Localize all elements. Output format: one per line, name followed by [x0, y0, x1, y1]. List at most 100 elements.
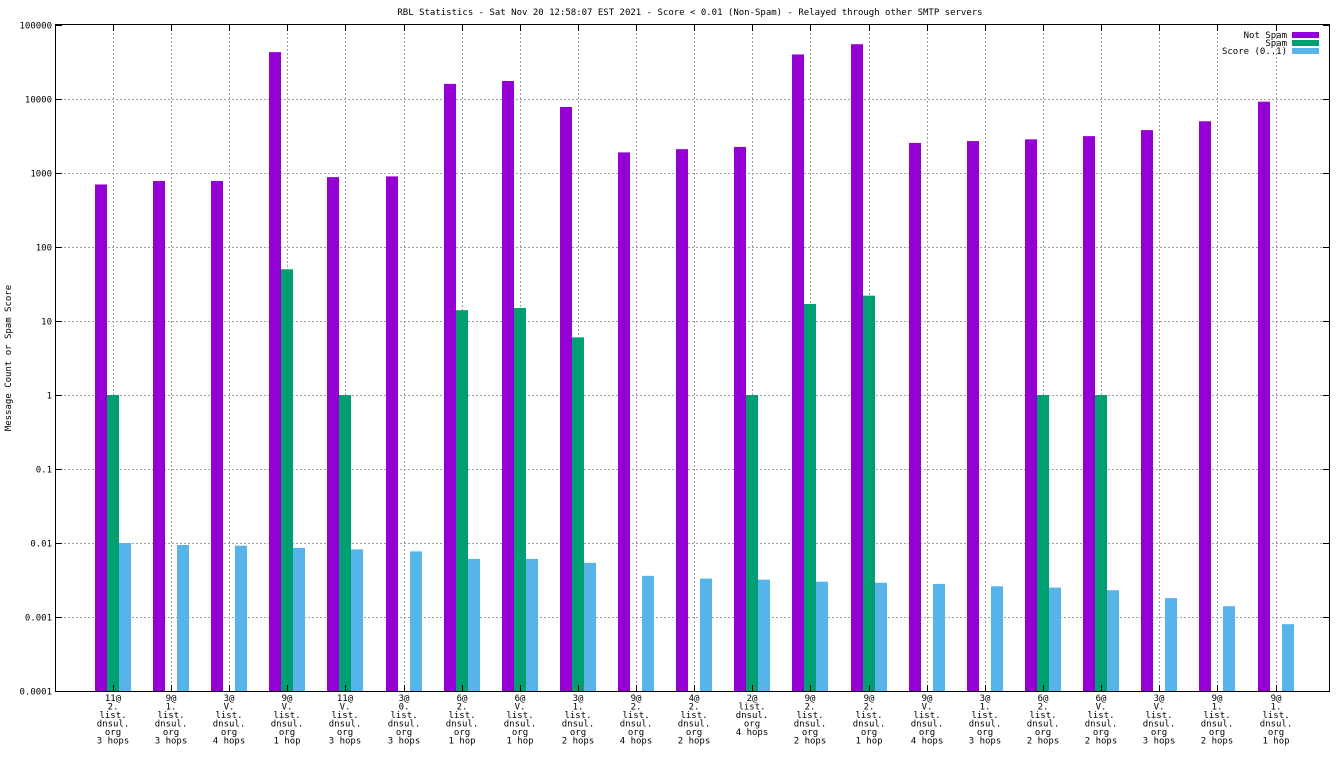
x-tick-label: dnsul.	[969, 720, 1002, 730]
x-tick-label: 9@	[1271, 694, 1282, 704]
x-tick-label: 2 hops	[562, 737, 595, 747]
x-tick-label: 2 hops	[1201, 737, 1234, 747]
y-tick-label: 0.01	[30, 540, 52, 550]
x-tick-label: 1.	[980, 703, 991, 713]
bar-0-20	[1258, 101, 1270, 692]
x-tick-label: list.	[1145, 711, 1172, 721]
x-tick-label: 1.	[1212, 703, 1223, 713]
x-tick-label: dnsul.	[794, 720, 827, 730]
x-tick-label: V.	[922, 703, 933, 713]
bar-2-18	[1165, 598, 1177, 691]
x-tick-label: dnsul.	[1260, 720, 1293, 730]
bar-0-9	[618, 152, 630, 691]
x-tick-label: org	[744, 720, 760, 730]
legend-label: Spam	[1265, 39, 1287, 49]
x-tick-label: org	[686, 728, 702, 738]
bar-1-11	[746, 395, 758, 691]
x-tick-label: org	[628, 728, 644, 738]
x-tick-label: 6@	[1096, 694, 1107, 704]
x-tick-label: list.	[622, 711, 649, 721]
x-tick-label: 9@	[631, 694, 642, 704]
y-tick-label: 0.1	[36, 466, 52, 476]
y-tick-label: 1000	[30, 170, 52, 180]
x-tick-label: 9@	[166, 694, 177, 704]
x-tick-label: dnsul.	[678, 720, 711, 730]
x-tick-label: 9@	[805, 694, 816, 704]
x-tick-label: 3@	[399, 694, 410, 704]
x-tick-label: dnsul.	[446, 720, 479, 730]
x-tick-label: list.	[99, 711, 126, 721]
y-tick-label: 10000	[25, 96, 52, 106]
x-tick-label: org	[221, 728, 237, 738]
bar-1-17	[1095, 395, 1107, 691]
x-tick-label: V.	[282, 703, 293, 713]
x-tick-label: org	[1268, 728, 1284, 738]
bar-0-10	[676, 149, 688, 692]
bar-0-13	[851, 44, 863, 692]
x-tick-label: org	[977, 728, 993, 738]
x-tick-label: V.	[224, 703, 235, 713]
x-tick-label: V.	[1154, 703, 1165, 713]
x-tick-label: 2.	[689, 703, 700, 713]
x-tick-label: 4 hops	[911, 737, 944, 747]
bar-0-0	[95, 184, 107, 691]
bar-2-20	[1282, 624, 1294, 691]
x-tick-label: list.	[913, 711, 940, 721]
x-tick-label: dnsul.	[97, 720, 130, 730]
x-tick-label: list.	[331, 711, 358, 721]
x-tick-label: list.	[390, 711, 417, 721]
bar-0-16	[1025, 139, 1037, 691]
x-tick-label: org	[861, 728, 877, 738]
x-tick-label: list.	[1203, 711, 1230, 721]
x-tick-label: 2 hops	[678, 737, 711, 747]
x-tick-label: dnsul.	[388, 720, 421, 730]
x-tick-label: 1 hop	[448, 737, 475, 747]
bar-1-12	[804, 303, 816, 691]
x-tick-label: list.	[1087, 711, 1114, 721]
x-tick-label: 4@	[689, 694, 700, 704]
x-tick-label: 1 hop	[273, 737, 300, 747]
x-tick-label: 11@	[337, 694, 354, 704]
bar-2-15	[991, 586, 1003, 691]
legend-label: Not Spam	[1244, 31, 1287, 41]
bar-1-4	[339, 395, 351, 691]
x-tick-label: 3@	[573, 694, 584, 704]
x-tick-label: 4 hops	[620, 737, 653, 747]
bar-2-13	[875, 582, 887, 691]
x-tick-label: dnsul.	[620, 720, 653, 730]
legend-swatch	[1292, 48, 1319, 54]
x-tick-label: 1 hop	[855, 737, 882, 747]
bar-0-11	[734, 146, 746, 692]
x-tick-label: 3 hops	[155, 737, 188, 747]
x-tick-label: dnsul.	[1143, 720, 1176, 730]
bar-2-1	[177, 544, 189, 691]
bar-2-19	[1223, 606, 1235, 691]
x-tick-label: dnsul.	[736, 711, 769, 721]
x-tick-label: dnsul.	[213, 720, 246, 730]
x-tick-label: dnsul.	[911, 720, 944, 730]
x-tick-label: org	[570, 728, 586, 738]
x-tick-label: list.	[564, 711, 591, 721]
bar-2-17	[1107, 590, 1119, 691]
bar-0-5	[386, 176, 398, 691]
x-tick-label: list.	[680, 711, 707, 721]
x-tick-label: list.	[1262, 711, 1289, 721]
x-tick-label: V.	[1096, 703, 1107, 713]
x-tick-label: 6@	[1038, 694, 1049, 704]
bar-1-0	[107, 395, 119, 691]
x-tick-label: dnsul.	[1201, 720, 1234, 730]
bars-layer	[95, 44, 1294, 692]
bar-2-10	[700, 578, 712, 691]
bar-1-3	[281, 269, 293, 691]
bar-0-17	[1083, 136, 1095, 692]
x-tick-label: 2.	[1038, 703, 1049, 713]
x-tick-label: list.	[971, 711, 998, 721]
bar-0-1	[153, 180, 165, 692]
x-tick-label: list.	[1029, 711, 1056, 721]
x-tick-label: 2@	[747, 694, 758, 704]
bar-1-16	[1037, 395, 1049, 691]
bar-2-5	[410, 551, 422, 691]
